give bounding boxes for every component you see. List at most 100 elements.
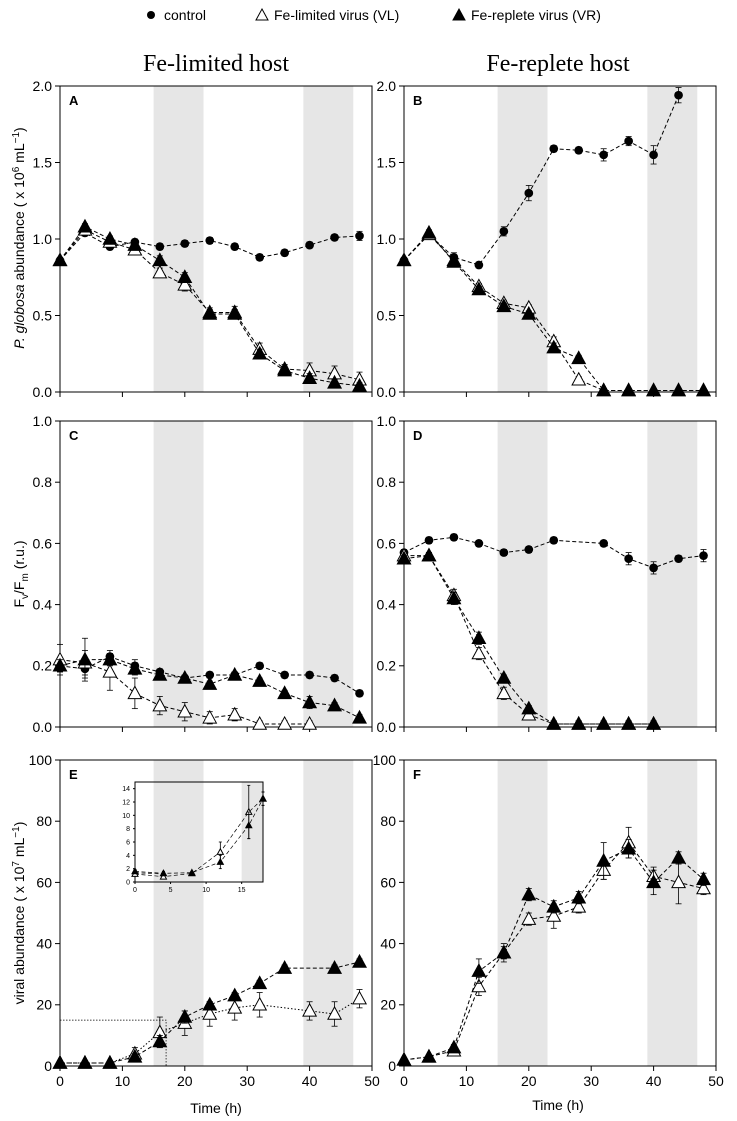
data-point-vl [127,685,143,700]
data-point-vr [131,867,139,875]
x-tick-label: 10 [115,1073,131,1089]
data-point-control [305,670,314,680]
data-point-vr [496,669,512,684]
data-point-control [674,554,683,564]
x-tick-label: 30 [583,1073,599,1089]
data-point-vr [596,715,612,730]
x-tick-label: 20 [521,1073,537,1089]
data-point-vr [127,237,143,251]
y-tick-label: 8 [126,826,130,833]
data-point-control [624,136,633,146]
y-tick-label: 0.8 [33,474,53,490]
y-tick-label: 1.0 [33,231,53,247]
data-point-vr [396,1051,412,1066]
column-title-fe-limited: Fe-limited host [143,51,289,77]
y-tick-label: 1.0 [377,413,397,429]
x-tick-label: 20 [177,1073,193,1089]
data-point-control [624,554,633,564]
data-point-vr [446,1039,462,1054]
plot-frame [59,759,373,1067]
data-point-vr [646,874,662,889]
data-point-vl [152,697,168,712]
plot-frame [403,420,717,728]
data-point-control [649,563,658,573]
y-tick-label: 20 [380,997,396,1013]
data-point-vr [546,898,562,913]
x-tick-label: 5 [169,887,173,894]
y-tick-label: 10 [122,813,130,820]
x-tick-label: 40 [302,1073,318,1089]
panel-letter: C [69,428,79,443]
data-point-vr [102,230,118,245]
panel-letter: D [413,428,422,443]
data-point-vr [244,821,253,829]
panel-letter: F [413,767,421,782]
x-tick-label: 0 [56,1073,64,1089]
panel-d: 0.0 0.2 0.4 0.6 0.8 1.0 D [377,413,717,735]
data-point-vr [52,1054,68,1069]
data-point-control [330,233,339,242]
data-point-vr [546,339,562,354]
data-point-vr [421,1048,437,1063]
y-axis-label-abundance: P. globosa abundance ( x 106 mL−1) [11,127,27,348]
y-tick-label: 0.6 [377,535,397,551]
data-point-control [474,260,484,270]
y-tick-label: 1.0 [377,231,397,247]
data-point-vr [471,963,487,977]
data-point-vl [277,715,293,730]
x-tick-label: 15 [238,887,246,894]
data-point-vr [671,382,687,397]
y-tick-label: 60 [380,874,396,890]
y-tick-label: 0 [44,1058,52,1074]
dark-period-shade [303,86,354,392]
plot-frame [403,759,717,1067]
data-point-vr [252,345,268,360]
data-point-control [524,545,534,554]
x-axis-label-right: Time (h) [532,1097,584,1113]
data-point-control [574,145,584,155]
plot-frame [134,781,264,883]
y-tick-label: 1.5 [33,154,53,170]
data-point-vr [177,269,193,283]
data-point-vr [159,869,168,877]
data-point-vr [621,840,637,855]
data-point-control [355,689,364,698]
y-tick-label: 40 [36,936,52,952]
data-point-vl [546,908,562,922]
data-point-vr [521,886,537,901]
legend-label-vr: Fe-replete virus (VR) [471,7,601,23]
data-point-vr [471,630,487,645]
data-point-control [230,242,240,251]
data-point-control [155,242,165,251]
data-point-vr [252,975,268,990]
y-tick-label: 0 [126,879,130,886]
data-point-vr [521,700,537,715]
data-point-vr [252,673,268,687]
data-point-vr [327,374,343,389]
data-point-vr [496,944,512,959]
data-point-control [599,539,609,548]
data-point-vl [571,898,587,913]
y-axis-label-fvfm: Fv/Fm (r.u.) [11,540,31,607]
data-point-vr [571,715,587,730]
y-tick-label: 14 [122,786,130,793]
data-point-vr [202,305,218,320]
panel-e-inset: 0 5 10 15 0 2 4 6 8 10 12 14 [122,781,267,894]
data-point-vr [421,547,437,562]
data-point-vr [259,794,267,802]
y-tick-label: 1.0 [33,413,53,429]
data-point-vr [396,252,412,267]
panel-c: 0.0 0.2 0.4 0.6 0.8 1.0 C [33,413,373,735]
legend-label-control: control [164,7,206,23]
data-point-control [280,248,289,258]
data-point-control [205,236,215,245]
data-point-vr [77,218,93,233]
data-point-control [674,90,683,100]
data-point-vr [77,651,93,666]
data-point-vl [302,715,318,730]
y-tick-label: 2.0 [377,78,397,94]
data-point-vr [421,224,437,239]
y-tick-label: 0.6 [33,535,53,551]
data-point-control [599,150,609,160]
